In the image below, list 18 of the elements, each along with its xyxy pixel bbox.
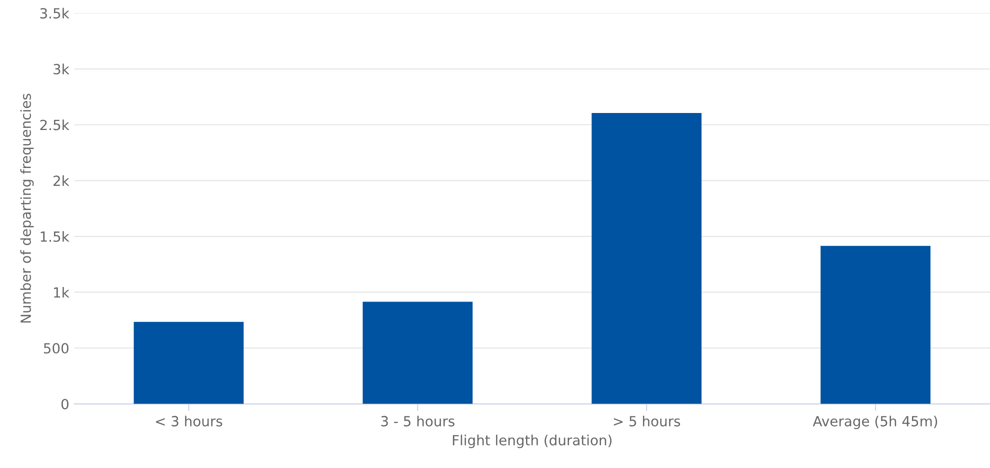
y-tick-label: 500 (44, 343, 68, 354)
y-tick-label: 3.5k (40, 8, 70, 19)
bar (820, 246, 930, 404)
x-tick-label: 3 - 5 hours (381, 416, 454, 426)
y-tick-label: 1.5k (40, 231, 70, 242)
x-tick-label: > 5 hours (614, 416, 680, 426)
bar (592, 113, 702, 404)
bar (362, 302, 473, 404)
y-tick-label: 0 (61, 398, 68, 410)
x-axis-title: Flight length (duration) (452, 434, 612, 448)
y-tick-label: 1k (54, 286, 70, 298)
y-tick-label: 3k (54, 64, 70, 74)
y-axis-title: Number of departing frequencies (20, 94, 34, 323)
y-tick-label: 2.5k (40, 119, 70, 130)
x-tick-label: < 3 hours (156, 416, 222, 426)
y-tick-label: 2k (54, 175, 70, 186)
bar (134, 322, 244, 404)
x-tick-label: Average (5h 45m) (812, 416, 938, 430)
